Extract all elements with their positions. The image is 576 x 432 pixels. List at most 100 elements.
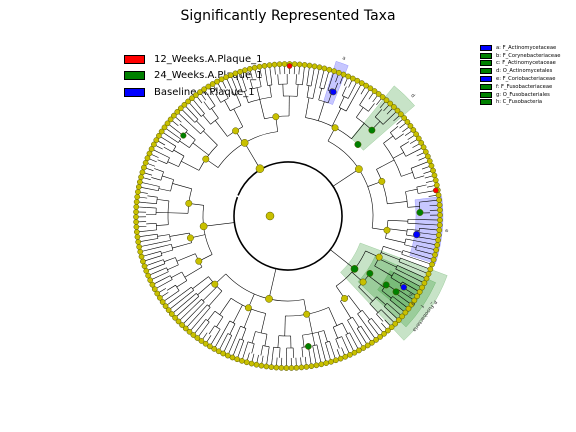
tree-node [416,289,423,295]
tree-node [159,299,166,305]
tree-node [237,68,244,75]
branch-line [170,290,180,297]
branch-line [359,96,366,106]
branch-line [229,323,236,335]
clade-legend-swatch [480,52,492,59]
branch-line [238,82,243,93]
tree-node [154,290,161,297]
branch-line [189,296,200,305]
tree-node [358,80,365,86]
legend-label: Baseline.A.Plaque_1 [154,86,255,98]
branch-line [277,74,279,85]
tree-node [147,277,154,284]
branch-line [402,281,412,288]
branch-line [159,243,172,248]
tree-node [195,257,203,265]
tree-node [402,309,409,316]
branch-line [323,79,327,90]
branch-line [256,87,261,100]
branch-line [227,337,236,356]
tree-node [272,113,280,121]
tree-node [215,348,222,355]
clade-legend-label: c: F_Actinomycetaceae [496,60,556,67]
branch-line [191,125,201,135]
tree-node [430,256,437,263]
branch-line [376,159,395,170]
tree-node [288,365,295,371]
branch-arc [240,325,247,329]
tree-node [328,358,334,365]
branch-line [146,207,157,209]
clade-legend-label: h: C_Fusobacteria [496,99,543,106]
clade-label-d: d [409,93,416,99]
tree-node [382,281,390,289]
tree-node [194,335,201,341]
tree-node [244,304,252,312]
branch-line [159,271,169,277]
tree-node [137,248,144,255]
tree-node [258,362,265,369]
branch-line [187,115,196,123]
tree-node [276,61,283,68]
branch-arc [305,117,352,139]
branch-line [419,200,430,203]
branch-line [312,333,316,346]
tree-node [298,364,305,371]
clade-legend-swatch [480,60,492,67]
branch-line [410,164,421,169]
clade-legend-item: b: F_Corynebacteriaceae [480,52,560,60]
branch-line [202,114,211,125]
branch-line [364,323,377,341]
tree-node [436,197,443,203]
tree-node [142,159,149,166]
tree-node [161,124,168,131]
branch-line [179,140,190,148]
branch-line [164,257,176,262]
clade-legend-swatch [480,91,492,98]
legend-label: 24_Weeks.A.Plaque_1 [154,70,263,82]
clade-legend-item: a: F_Actinomycetaceae [480,44,560,52]
branch-line [418,236,439,241]
branch-arc [214,325,221,330]
branch-line [393,272,405,279]
branch-line [189,316,203,332]
tree-node [177,105,184,112]
branch-line [153,259,164,264]
tree-node [360,345,367,351]
branch-line [330,249,355,270]
branch-line [349,332,355,342]
branch-line [215,93,221,103]
tree-node [306,62,313,69]
tree-node [383,226,391,234]
branch-line [270,75,273,86]
branch-line [414,175,425,179]
branch-line [158,240,171,244]
branch-line [181,161,200,171]
branch-line [393,152,404,159]
tree-node [242,67,248,74]
tree-node [311,63,318,70]
tree-node [151,141,157,148]
tree-node [345,73,352,80]
branch-line [192,299,202,308]
tree-node [437,217,443,223]
branch-line [345,100,353,112]
branch-arc [406,229,408,236]
tree-node [308,363,315,370]
branch-line [395,268,407,275]
tree-node [395,317,402,323]
tree-node [172,314,178,321]
branch-arc [335,336,342,340]
branch-line [312,86,316,99]
branch-line [235,94,242,106]
branch-line [413,257,433,265]
tree-node [437,207,443,213]
tree-node [186,234,194,242]
branch-arc [170,179,174,192]
branch-arc [306,97,313,99]
tree-node [251,64,258,71]
tree-node [201,86,207,93]
tree-node [350,265,359,273]
branch-line [203,130,218,146]
tree-node [398,111,404,118]
